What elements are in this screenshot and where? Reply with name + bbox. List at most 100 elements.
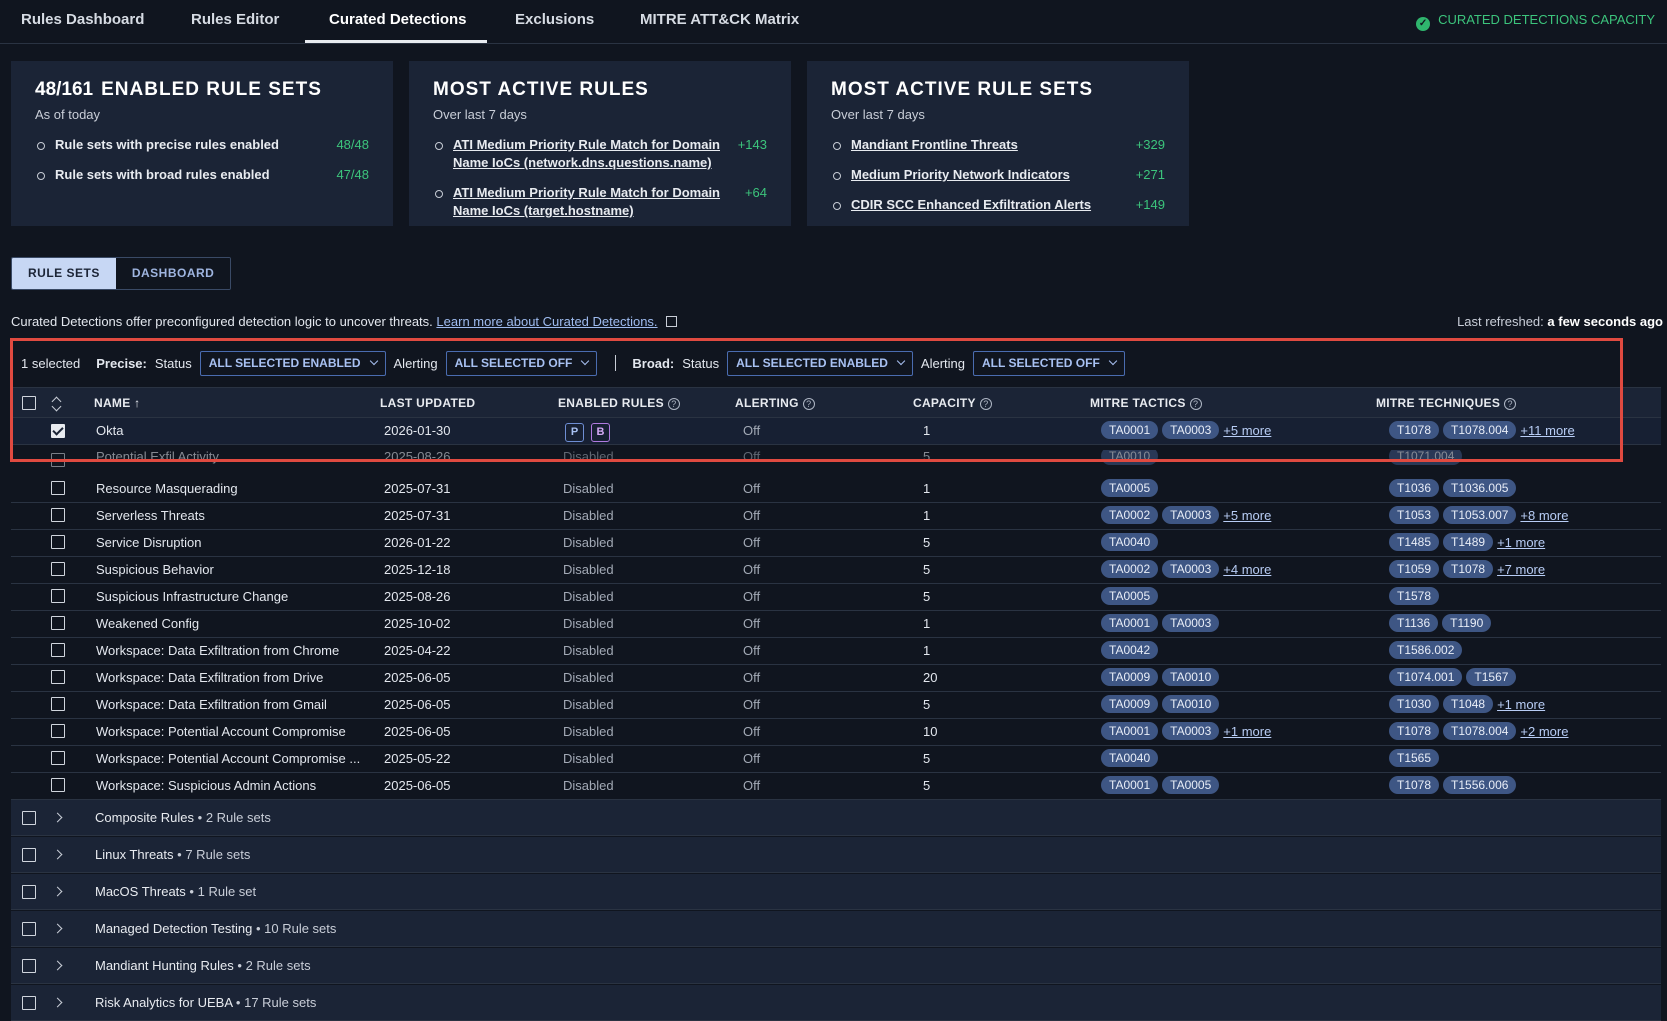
select-all-checkbox[interactable] [22,396,36,410]
row-checkbox[interactable] [51,616,65,630]
col-mitre-tactics[interactable]: MITRE TACTICS? [1090,388,1202,419]
technique-pill[interactable]: T1071.004 [1389,450,1463,465]
tactics-more-link[interactable]: +4 more [1223,562,1272,577]
row-checkbox[interactable] [51,778,65,792]
technique-pill[interactable]: T1190 [1442,614,1492,632]
row-checkbox[interactable] [51,724,65,738]
group-checkbox[interactable] [22,885,36,899]
table-row[interactable]: Service Disruption 2026-01-22 Disabled Off 5… [11,530,1661,557]
rule-set-group[interactable]: Risk Analytics for UEBA • 17 Rule sets [11,985,1661,1021]
tactic-pill[interactable]: TA0001 [1101,421,1159,439]
tab-mitre-matrix[interactable]: MITRE ATT&CK Matrix [640,11,800,28]
tactic-pill[interactable]: TA0040 [1101,533,1159,551]
tactic-pill[interactable]: TA0001 [1101,722,1159,740]
tactic-pill[interactable]: TA0040 [1101,749,1159,767]
help-icon[interactable]: ? [1504,398,1517,410]
tactic-pill[interactable]: TA0010 [1101,450,1159,465]
table-row[interactable]: Workspace: Potential Account Compromise … [11,746,1661,773]
row-checkbox[interactable] [51,535,65,549]
tactics-more-link[interactable]: +5 more [1223,423,1272,438]
technique-pill[interactable]: T1078.004 [1443,421,1517,439]
technique-pill[interactable]: T1567 [1466,668,1517,686]
table-row[interactable]: Workspace: Suspicious Admin Actions 2025-… [11,773,1661,800]
technique-pill[interactable]: T1565 [1389,749,1440,767]
rule-link[interactable]: ATI Medium Priority Rule Match for Domai… [453,185,721,218]
chevron-right-icon[interactable] [52,997,63,1008]
row-checkbox[interactable] [51,643,65,657]
tactic-pill[interactable]: TA0009 [1101,695,1159,713]
tactic-pill[interactable]: TA0003 [1162,722,1220,740]
group-checkbox[interactable] [22,996,36,1010]
group-checkbox[interactable] [22,848,36,862]
tactic-pill[interactable]: TA0002 [1101,560,1159,578]
rule-set-group[interactable]: Managed Detection Testing • 10 Rule sets [11,911,1661,947]
group-checkbox[interactable] [22,811,36,825]
tactic-pill[interactable]: TA0003 [1162,560,1220,578]
tactic-pill[interactable]: TA0005 [1101,587,1159,605]
col-mitre-techniques[interactable]: MITRE TECHNIQUES? [1376,388,1517,419]
chevron-right-icon[interactable] [52,849,63,860]
table-row[interactable]: Workspace: Potential Account Compromise 2… [11,719,1661,746]
tactic-pill[interactable]: TA0005 [1162,776,1220,794]
col-enabled-rules[interactable]: ENABLED RULES? [558,388,680,419]
chevron-right-icon[interactable] [52,960,63,971]
rule-set-group[interactable]: MacOS Threats • 1 Rule set [11,874,1661,910]
rule-set-group[interactable]: Composite Rules • 2 Rule sets [11,800,1661,836]
techniques-more-link[interactable]: +1 more [1497,535,1546,550]
tactic-pill[interactable]: TA0001 [1101,776,1159,794]
table-row[interactable]: Weakened Config 2025-10-02 Disabled Off 1 TA0… [11,611,1661,638]
broad-status-dropdown[interactable]: ALL SELECTED ENABLED [727,350,913,376]
external-link-icon[interactable] [665,316,677,327]
technique-pill[interactable]: T1578 [1389,587,1440,605]
technique-pill[interactable]: T1053.007 [1443,506,1517,524]
row-checkbox[interactable] [51,453,65,467]
tactic-pill[interactable]: TA0010 [1162,695,1220,713]
chevron-right-icon[interactable] [52,886,63,897]
expand-collapse-icon[interactable] [51,395,63,413]
help-icon[interactable]: ? [1189,398,1202,410]
table-row[interactable]: Suspicious Infrastructure Change 2025-08-… [11,584,1661,611]
row-checkbox[interactable] [51,670,65,684]
tactic-pill[interactable]: TA0002 [1101,506,1159,524]
table-row[interactable]: Serverless Threats 2025-07-31 Disabled Off 1… [11,503,1661,530]
table-row[interactable]: Workspace: Data Exfiltration from Chrome… [11,638,1661,665]
technique-pill[interactable]: T1556.006 [1443,776,1517,794]
row-checkbox[interactable] [51,562,65,576]
table-row[interactable]: Suspicious Behavior 2025-12-18 Disabled Off… [11,557,1661,584]
technique-pill[interactable]: T1078 [1443,560,1494,578]
technique-pill[interactable]: T1078 [1389,421,1440,439]
techniques-more-link[interactable]: +1 more [1497,697,1546,712]
col-alerting[interactable]: ALERTING? [735,388,815,419]
table-row[interactable]: Workspace: Data Exfiltration from Gmail 2… [11,692,1661,719]
tab-exclusions[interactable]: Exclusions [515,11,595,28]
row-checkbox[interactable] [51,481,65,495]
row-checkbox[interactable] [51,508,65,522]
col-capacity[interactable]: CAPACITY? [913,388,992,419]
rule-sets-toggle[interactable]: RULE SETS [12,258,116,289]
col-last-updated[interactable]: LAST UPDATED [380,396,476,410]
technique-pill[interactable]: T1074.001 [1389,668,1463,686]
tactic-pill[interactable]: TA0042 [1101,641,1159,659]
rule-set-group[interactable]: Mandiant Hunting Rules • 2 Rule sets [11,948,1661,984]
col-name[interactable]: NAME ↑ [94,396,141,410]
technique-pill[interactable]: T1059 [1389,560,1440,578]
help-icon[interactable]: ? [979,398,992,410]
rule-set-group[interactable]: Linux Threats • 7 Rule sets [11,837,1661,873]
technique-pill[interactable]: T1053 [1389,506,1440,524]
technique-pill[interactable]: T1036.005 [1443,479,1517,497]
row-checkbox[interactable] [51,589,65,603]
tactics-more-link[interactable]: +1 more [1223,724,1272,739]
technique-pill[interactable]: T1136 [1389,614,1439,632]
help-icon[interactable]: ? [667,398,680,410]
techniques-more-link[interactable]: +8 more [1520,508,1569,523]
tactic-pill[interactable]: TA0009 [1101,668,1159,686]
technique-pill[interactable]: T1489 [1443,533,1494,551]
technique-pill[interactable]: T1078 [1389,722,1440,740]
technique-pill[interactable]: T1048 [1443,695,1494,713]
group-checkbox[interactable] [22,959,36,973]
chevron-right-icon[interactable] [52,923,63,934]
tactic-pill[interactable]: TA0003 [1162,506,1220,524]
rule-link[interactable]: ATI Medium Priority Rule Match for Domai… [453,137,721,170]
technique-pill[interactable]: T1485 [1389,533,1440,551]
